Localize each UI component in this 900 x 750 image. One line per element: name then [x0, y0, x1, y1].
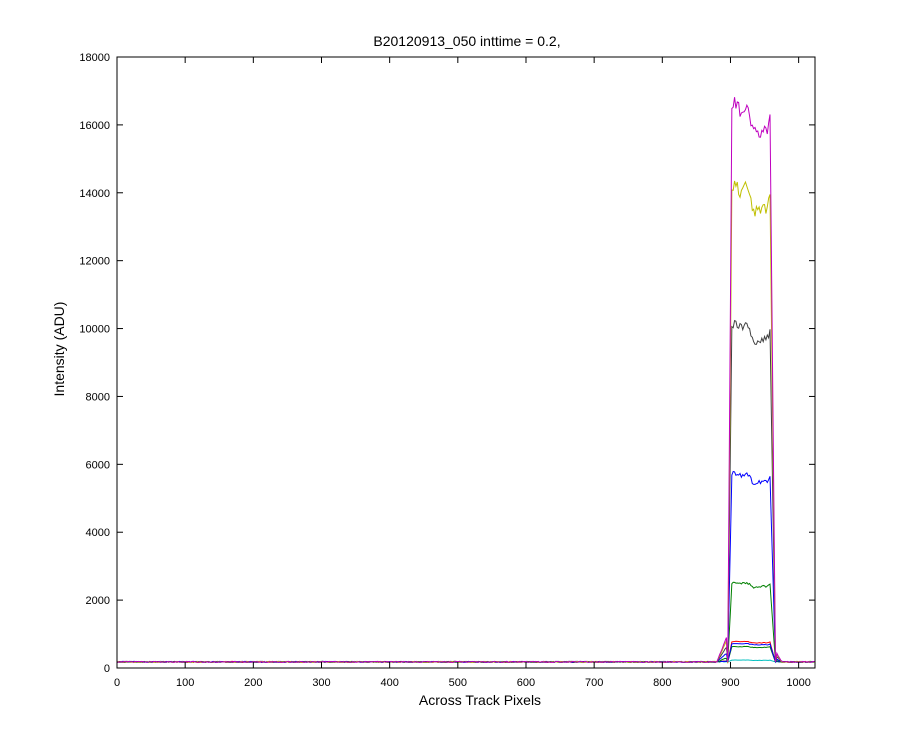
plot-area-frame: [116, 56, 816, 669]
y-tick-label: 2000: [86, 595, 110, 607]
y-tick-label: 18000: [79, 52, 110, 64]
y-tick-label: 10000: [79, 324, 110, 336]
y-tick-label: 12000: [79, 256, 110, 268]
x-tick-label: 600: [517, 677, 535, 689]
x-tick-label: 200: [244, 677, 262, 689]
x-tick-label: 800: [653, 677, 671, 689]
y-tick-label: 16000: [79, 120, 110, 132]
y-tick-label: 14000: [79, 188, 110, 200]
x-tick-label: 100: [176, 677, 194, 689]
y-axis-label: Intensity (ADU): [51, 302, 67, 397]
x-tick-label: 700: [585, 677, 603, 689]
y-tick-label: 4000: [86, 527, 110, 539]
series-layer: [116, 97, 816, 664]
y-tick-label: 8000: [86, 391, 110, 403]
ticks-layer: 0 100 200 300 400 500 600 700 800 900 100002000400…: [79, 52, 815, 689]
series-line: [116, 97, 816, 663]
x-tick-label: 900: [721, 677, 739, 689]
x-tick-label: 500: [449, 677, 467, 689]
chart-title: B20120913_050 inttime = 0.2,: [373, 33, 560, 49]
x-axis-label: Across Track Pixels: [419, 692, 541, 708]
y-tick-label: 0: [104, 663, 110, 675]
x-tick-label: 300: [312, 677, 330, 689]
y-tick-label: 6000: [86, 459, 110, 471]
x-tick-label: 400: [380, 677, 398, 689]
x-tick-label: 1000: [786, 677, 810, 689]
x-tick-label: 0: [114, 677, 120, 689]
